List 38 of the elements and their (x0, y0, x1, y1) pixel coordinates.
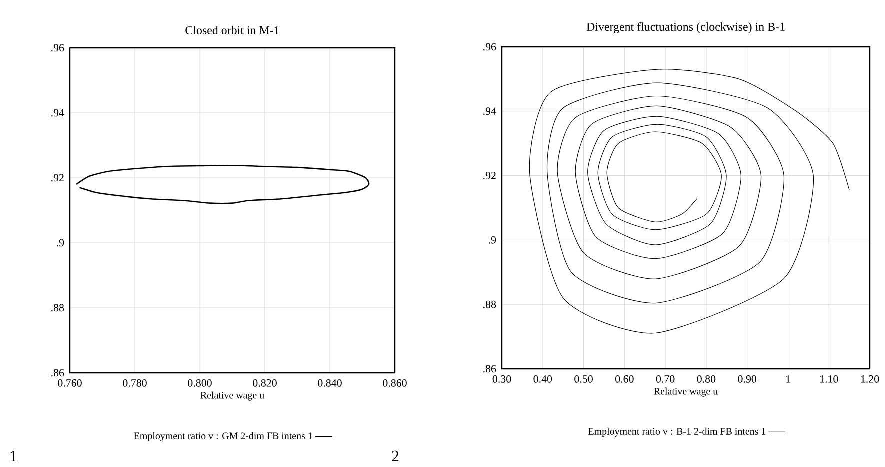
x-tick-label: 0.760 (58, 380, 82, 387)
text: 1 (10, 450, 17, 462)
y-tick-label: .94 (52, 109, 64, 117)
legend-label: Employment ratio v : GM 2-dim FB intens 1 (134, 432, 312, 442)
y-tick-label: .94 (484, 108, 496, 116)
x-tick-label: 0.840 (318, 380, 342, 387)
x-tick-label: 1.20 (861, 376, 880, 383)
chart-title: Closed orbit in M-1 (186, 26, 280, 34)
line-series (76, 164, 370, 204)
x-tick-label: 0.90 (738, 376, 757, 383)
x-tick-label: 0.860 (383, 380, 407, 387)
x-tick-label: 0.40 (534, 376, 552, 383)
y-tick-label: .9 (488, 236, 496, 244)
x-tick-label: 0.50 (574, 376, 593, 383)
line-series (530, 69, 850, 334)
y-tick-label: .96 (484, 43, 496, 51)
y-tick-label: .88 (484, 300, 496, 308)
y-tick-label: .86 (484, 365, 496, 373)
x-tick-label: 0.780 (123, 380, 147, 387)
y-tick-label: .88 (52, 304, 64, 312)
y-tick-label: .9 (56, 239, 64, 247)
x-tick-label: 1.10 (820, 376, 838, 383)
x-tick-label: 0.800 (188, 380, 212, 387)
chart-title: Divergent fluctuations (clockwise) in B-1 (586, 22, 785, 34)
x-tick-label: 0.820 (253, 380, 277, 387)
y-tick-label: .96 (52, 44, 64, 52)
y-tick-label: .86 (52, 369, 64, 377)
x-tick-label: 1 (786, 375, 790, 383)
x-tick-label: 0.30 (492, 376, 512, 383)
x-tick-label: 0.80 (697, 376, 716, 383)
x-tick-label: 0.60 (616, 376, 634, 383)
x-tick-label: 0.70 (656, 376, 675, 383)
legend-label: Employment ratio v : B-1 2-dim FB intens 1 (588, 428, 766, 437)
y-tick-label: .92 (52, 174, 64, 182)
y-tick-label: .92 (484, 172, 496, 180)
x-axis-title: Relative wage u (654, 388, 718, 397)
text: 2 (392, 450, 399, 462)
x-axis-title: Relative wage u (200, 392, 264, 401)
